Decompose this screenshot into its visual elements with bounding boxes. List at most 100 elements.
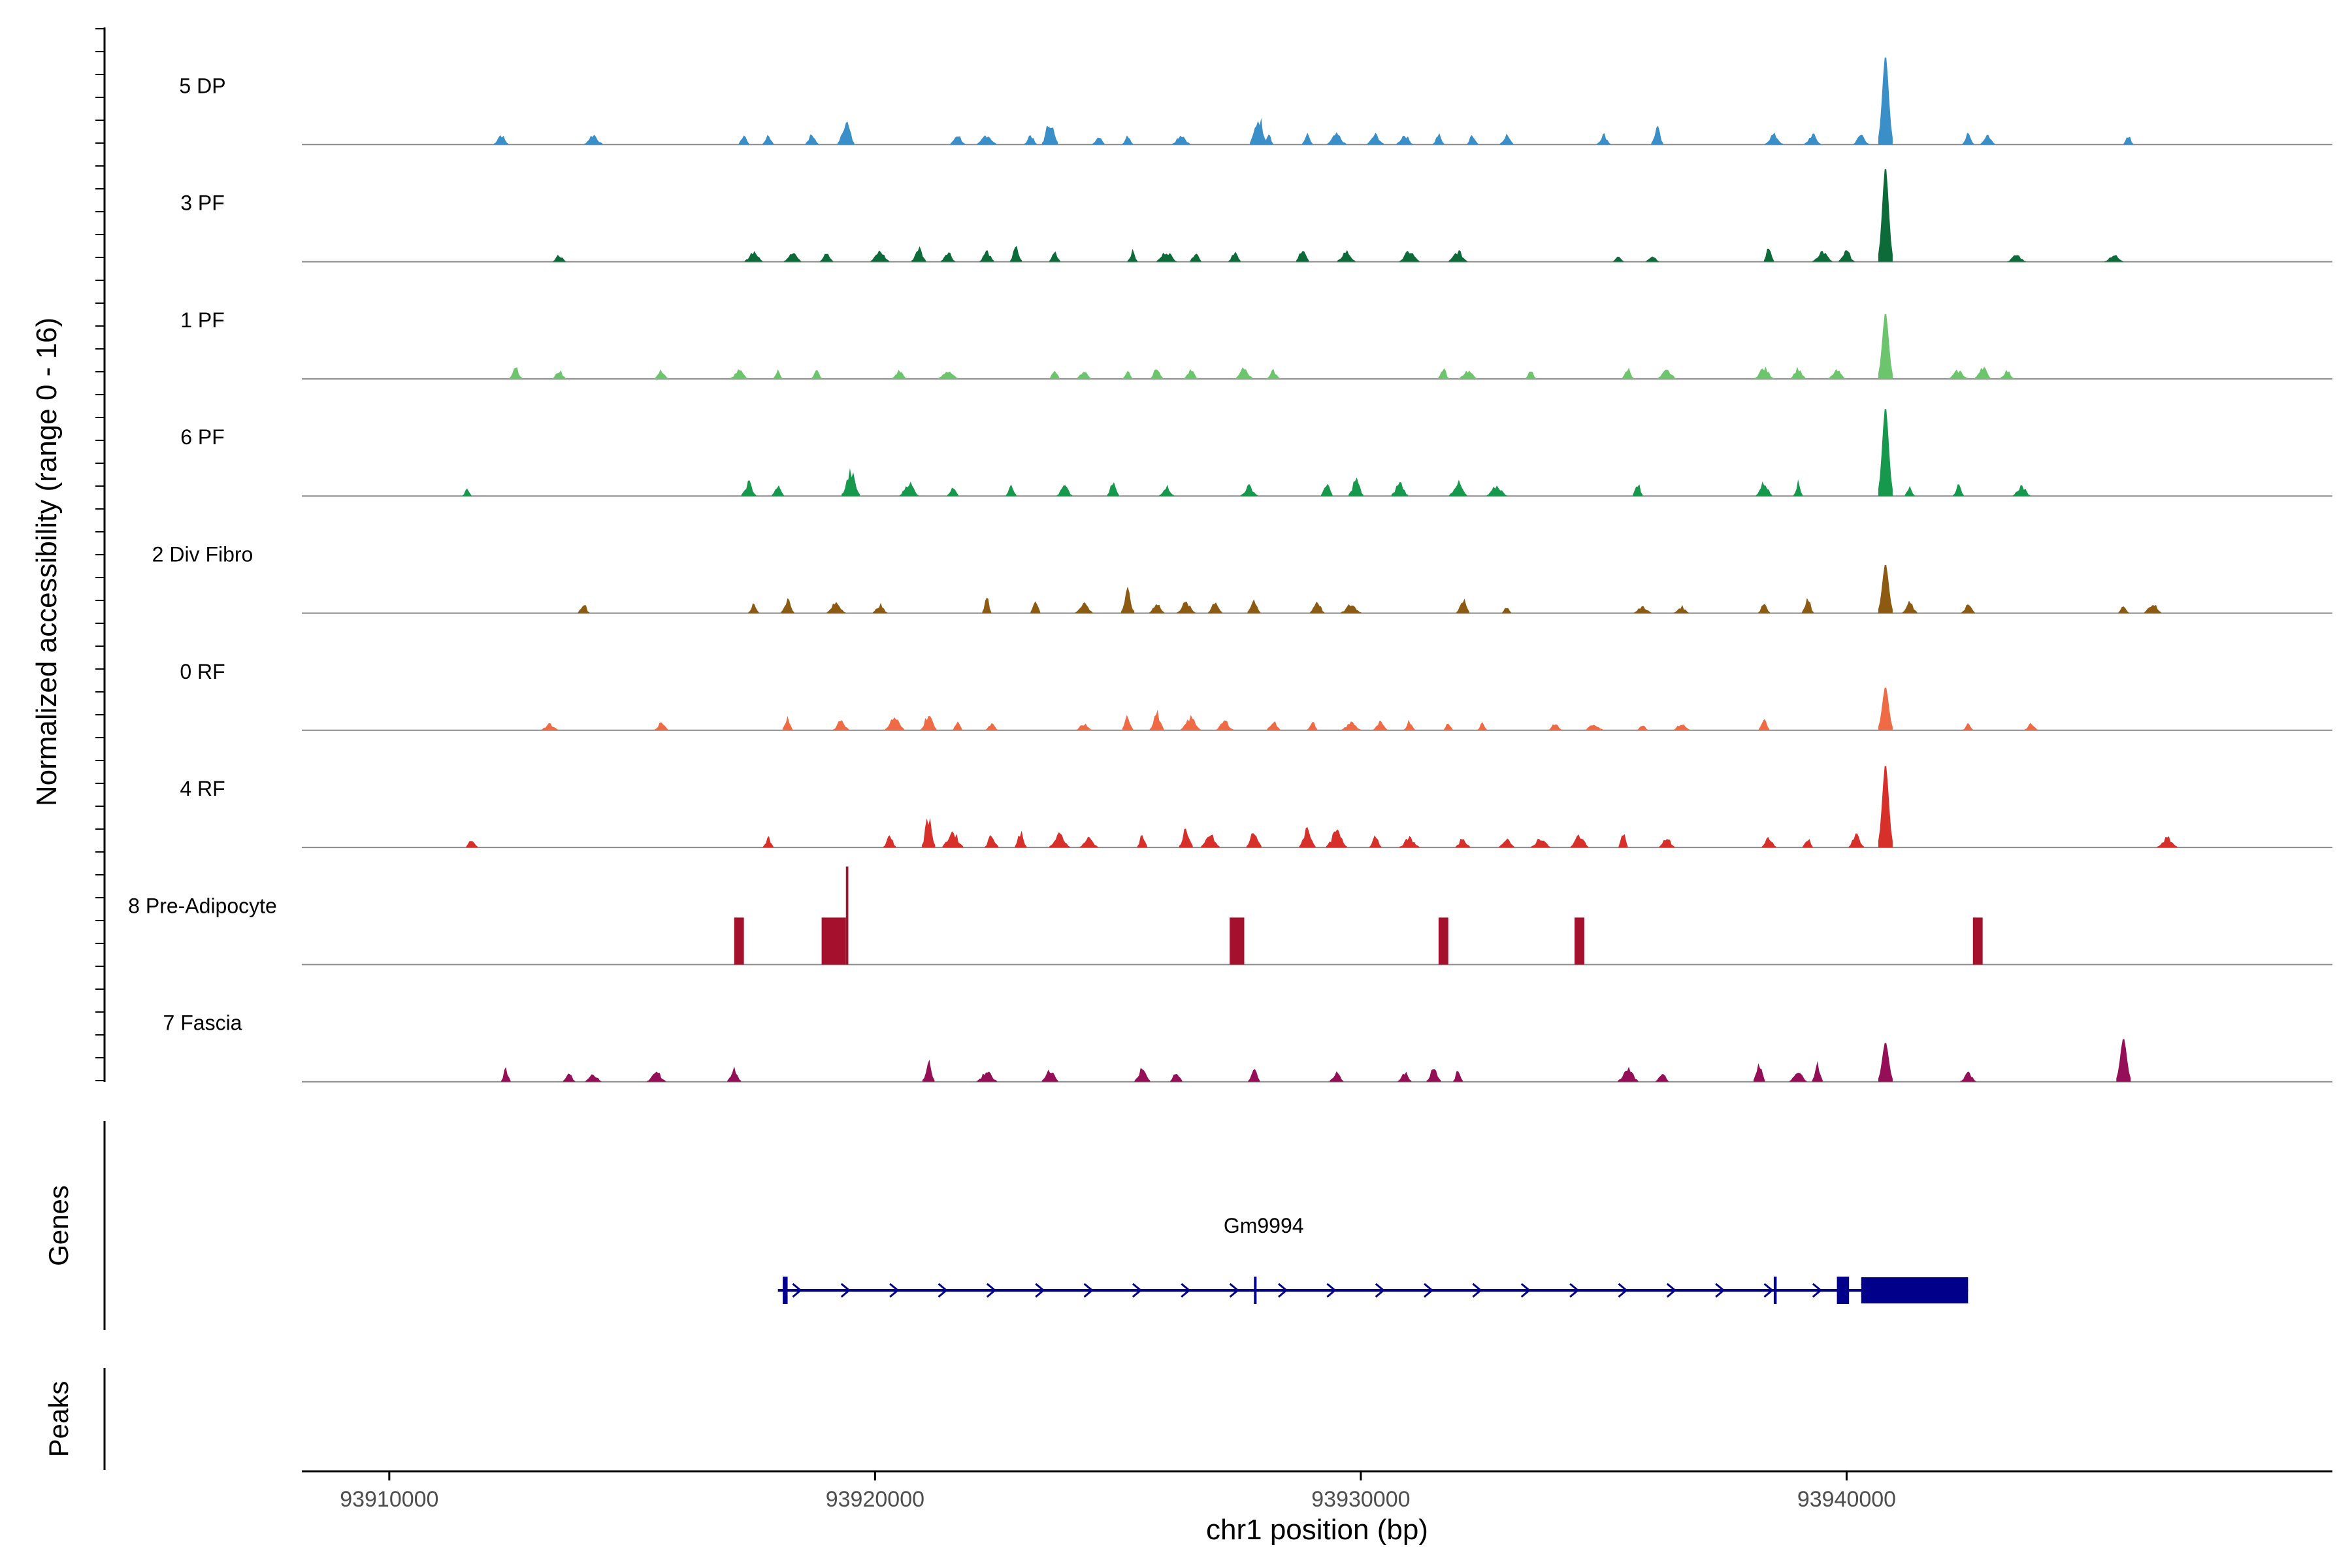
coverage-peak [1397,1071,1412,1082]
coverage-peak [1183,368,1198,379]
coverage-peak [1902,600,1918,613]
gene-exon [1837,1277,1850,1304]
coverage-peak [1247,599,1261,613]
coverage-y-axis [95,27,106,1082]
coverage-peak [1326,132,1347,145]
coverage-peak [1878,314,1893,379]
coverage-peak [647,1071,666,1082]
coverage-peak [892,369,907,379]
coverage-peak [1228,252,1241,262]
coverage-peak [1756,481,1772,497]
gene-track: Gm9994 [777,1214,1968,1304]
coverage-peak [1076,372,1092,379]
track-label: 3 PF [180,191,225,215]
coverage-peak [1651,125,1663,145]
coverage-peak [1878,687,1893,730]
coverage-peak [826,602,846,613]
coverage-peak [1526,371,1537,379]
track-8-pre-adipocyte: 8 Pre-Adipocyte [128,866,2332,966]
coverage-peak [884,717,905,730]
coverage-peak [1659,839,1675,848]
genes-panel-title: Genes [43,1185,74,1266]
coverage-peak [1801,598,1814,613]
peaks-panel-title: Peaks [43,1381,74,1458]
track-1-pf: 1 PF [180,308,2332,380]
coverage-peak [1673,724,1691,730]
coverage-peak [1761,836,1776,848]
coverage-peak [1486,485,1507,497]
coverage-peak [1853,135,1869,145]
coverage-peak [942,831,964,848]
coverage-peak [1151,369,1163,379]
coverage-peak [1149,710,1164,730]
coverage-peak [1571,834,1588,848]
track-label: 8 Pre-Adipocyte [128,894,277,917]
track-6-pf: 6 PF [180,409,2332,497]
coverage-peak [1373,721,1388,730]
coverage-peak [1426,1069,1441,1082]
coverage-peak [921,817,936,848]
coverage-peak [1399,251,1420,262]
coverage-peak [1878,1043,1893,1082]
coverage-peak [1248,1069,1260,1082]
coverage-peak [1501,608,1512,613]
coverage-peak [1056,485,1073,497]
gene-strand-arrow [1424,1282,1434,1298]
coverage-peak [1201,834,1220,848]
coverage-peak [1477,722,1488,730]
coverage-peak [741,480,757,497]
coverage-peak [1235,367,1253,379]
coverage-peak [1348,477,1364,497]
coverage-peak [1448,250,1467,262]
coverage-peak [1120,586,1135,613]
coverage-peak [1456,838,1470,848]
coverage-peak [870,250,890,262]
coverage-peak [1024,135,1037,145]
coverage-peak [1637,725,1648,730]
coverage-peak [738,135,749,145]
coverage-peak [1092,137,1105,145]
coverage-peak [783,253,802,262]
gene-exon [783,1277,788,1304]
coverage-peak [911,246,926,262]
genes-panel: Genes Gm9994 [43,1121,1968,1330]
coverage-peak [1499,838,1514,848]
x-axis-title: chr1 position (bp) [1206,1514,1428,1546]
gene-strand-arrow [1520,1282,1531,1298]
coverage-peak [985,835,999,848]
coverage-peak [2116,1039,2131,1082]
x-tick-label: 93930000 [1311,1487,1410,1512]
coverage-peak [1107,482,1119,497]
track-0-rf: 0 RF [180,660,2332,731]
track-4-rf: 4 RF [180,766,2332,849]
coverage-peak [833,720,849,730]
coverage-peak [805,134,819,145]
coverage-peak [947,487,958,497]
coverage-peak [1337,250,1356,262]
coverage-peak [1453,1071,1463,1082]
gene-strand-arrow [792,1282,802,1298]
coverage-peak [1878,564,1893,613]
coverage-peak [1127,248,1138,262]
coverage-peak [1848,833,1864,848]
coverage-peak [977,135,997,145]
gene-name-label: Gm9994 [1224,1214,1304,1237]
gene-strand-arrow [1132,1282,1143,1298]
coverage-peak [1953,484,1964,497]
coverage-peak [819,253,834,262]
coverage-peak [1170,1073,1183,1082]
gene-strand-arrow [1715,1282,1725,1298]
coverage-peak [1443,723,1453,730]
x-axis: 93910000 93920000 93930000 93940000 chr1 po… [302,1470,2332,1546]
coverage-peak [1326,829,1347,848]
coverage-peak [2012,485,2031,497]
coverage-peak [1266,368,1281,379]
track-label: 0 RF [180,660,225,683]
coverage-peak [466,841,478,848]
coverage-peak [837,122,855,145]
coverage-peak [493,135,509,145]
coverage-peak [1134,1068,1151,1082]
coverage-peak [1655,1074,1669,1082]
gene-strand-arrow [1326,1282,1337,1298]
